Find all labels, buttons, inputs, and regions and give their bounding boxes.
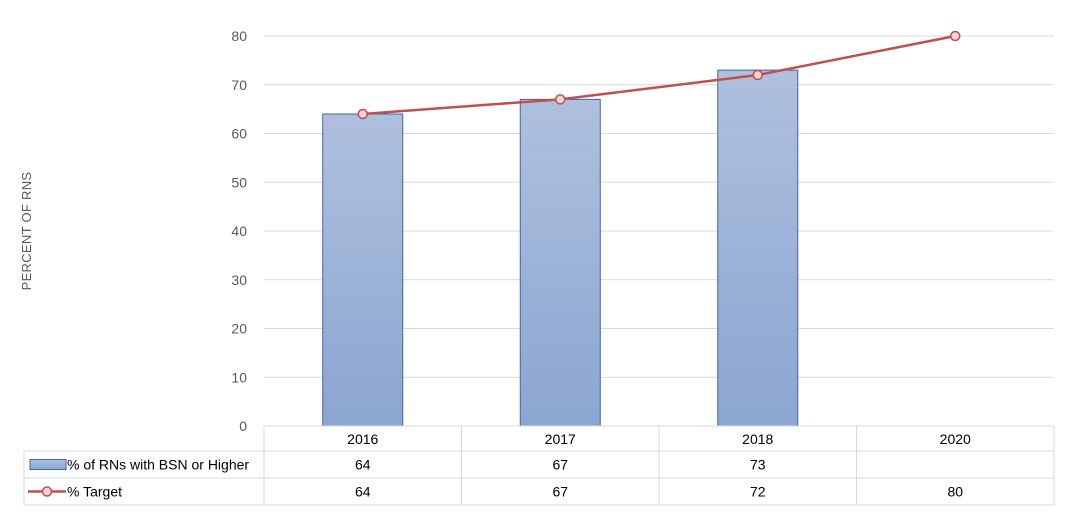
- table-cell: 67: [552, 457, 568, 473]
- legend-key-bar: [29, 459, 67, 470]
- y-axis: 0 10 20 30 40 50 60 70 80: [231, 28, 247, 434]
- data-table: 2016 2017 2018 2020 % of RNs with BSN or Hig…: [23, 425, 1055, 506]
- x-tick-label: 2020: [940, 431, 971, 447]
- y-tick-label: 30: [231, 272, 247, 288]
- y-tick-label: 50: [231, 174, 247, 190]
- bar: [322, 113, 404, 427]
- target-marker: [555, 94, 566, 105]
- y-tick-label: 70: [231, 77, 247, 93]
- table-cell: 64: [355, 457, 371, 473]
- table-cell: 73: [750, 457, 766, 473]
- y-tick-label: 20: [231, 321, 247, 337]
- target-line: [362, 34, 956, 116]
- legend-label-bar: % of RNs with BSN or Higher: [67, 457, 249, 473]
- y-tick-label: 0: [239, 418, 247, 434]
- target-marker: [752, 69, 763, 81]
- target-marker: [950, 30, 961, 42]
- table-cell: 67: [552, 484, 568, 500]
- x-tick-label: 2018: [742, 431, 773, 447]
- bar: [519, 98, 601, 427]
- y-tick-label: 40: [231, 223, 247, 239]
- y-tick-label: 10: [231, 369, 247, 385]
- y-axis-label: PERCENT OF RNS: [19, 172, 34, 291]
- x-tick-label: 2016: [347, 431, 378, 447]
- legend-label-line: % Target: [67, 484, 122, 500]
- y-tick-label: 60: [231, 126, 247, 142]
- line-series: [357, 30, 961, 120]
- table-cell: 80: [947, 484, 963, 500]
- table-cell: 72: [750, 484, 766, 500]
- target-marker: [357, 108, 368, 120]
- bar-series: [322, 69, 799, 427]
- legend-key-marker: [41, 486, 53, 497]
- x-tick-label: 2017: [545, 431, 576, 447]
- y-tick-label: 80: [231, 28, 247, 44]
- bar: [717, 69, 799, 427]
- table-cell: 64: [355, 484, 371, 500]
